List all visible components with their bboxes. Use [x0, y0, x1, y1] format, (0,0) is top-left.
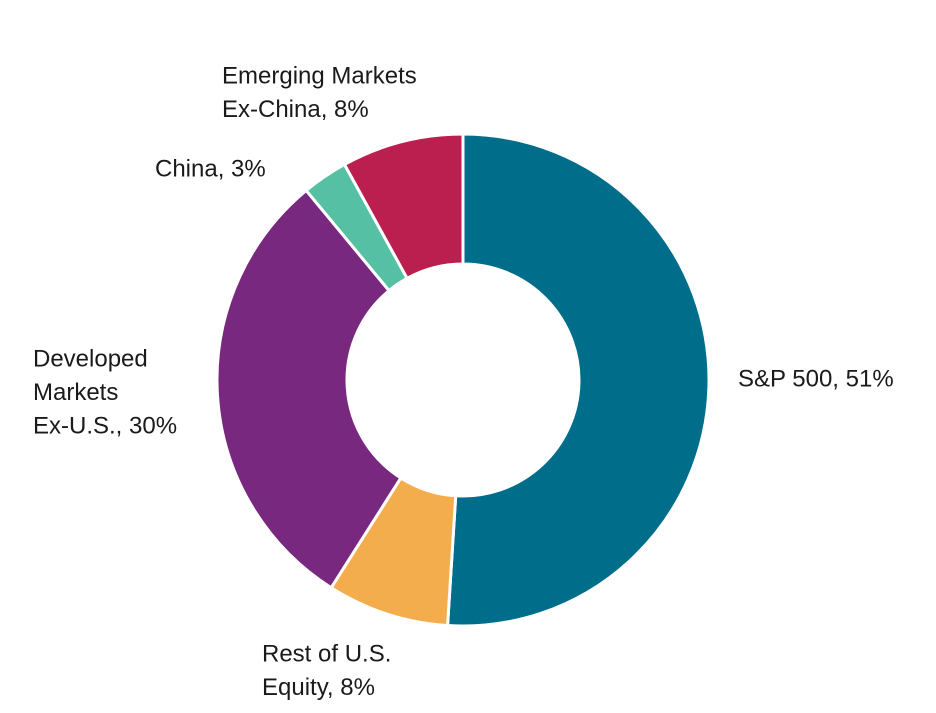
slice-label: China, 3% [155, 155, 266, 182]
slice-label: S&P 500, 51% [738, 365, 894, 392]
slice-label: Markets [33, 379, 118, 406]
slice-label: Ex-China, 8% [222, 96, 369, 123]
donut-slice [215, 188, 403, 590]
slice-label: Ex-U.S., 30% [33, 412, 177, 439]
donut-slice [445, 132, 711, 628]
donut-slice [342, 132, 465, 281]
slice-label: Developed [33, 345, 148, 372]
slice-label: Rest of U.S. [262, 640, 391, 667]
slice-label: Equity, 8% [262, 674, 375, 701]
slice-label: Emerging Markets [222, 62, 417, 89]
